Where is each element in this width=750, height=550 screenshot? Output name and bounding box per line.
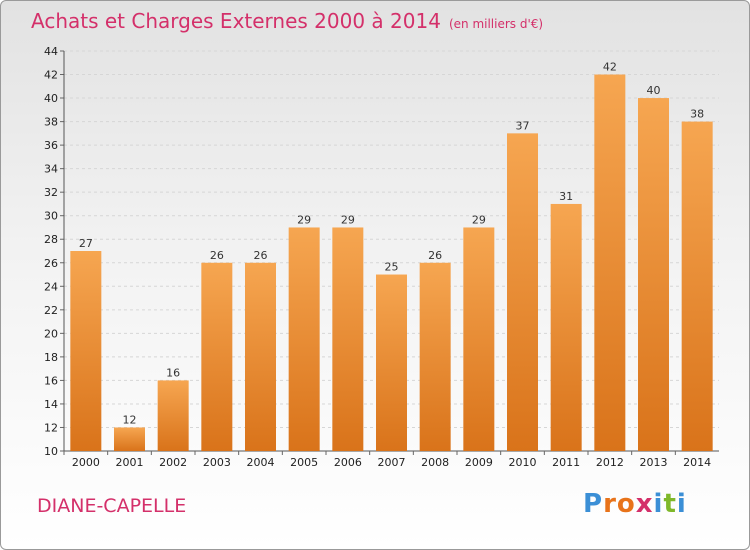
- logo-letter: i: [676, 489, 687, 519]
- x-tick-label-2002: 2002: [159, 456, 187, 469]
- logo-letter: o: [616, 489, 636, 519]
- bar-2005: [288, 227, 320, 451]
- x-tick-label-2007: 2007: [378, 456, 406, 469]
- x-tick-label-2000: 2000: [72, 456, 100, 469]
- data-label-2005: 29: [297, 213, 311, 226]
- x-tick-label-2011: 2011: [552, 456, 580, 469]
- data-labels: 27 12 16 26 26 29 29 25 26 29 37 31 42 40 38: [79, 61, 704, 427]
- bar-2002: [157, 380, 189, 451]
- logo-letter: x: [635, 489, 654, 519]
- data-label-2013: 40: [647, 84, 661, 97]
- commune-name: DIANE-CAPELLE: [37, 495, 187, 517]
- bar-2001: [114, 427, 145, 451]
- y-tick-label: 16: [44, 374, 58, 387]
- bar-2006: [332, 227, 364, 451]
- y-tick-label: 26: [44, 257, 58, 270]
- y-tick-label: 28: [44, 233, 58, 246]
- bar-2008: [419, 262, 451, 451]
- bar-2003: [201, 262, 233, 451]
- data-label-2012: 42: [603, 61, 617, 74]
- x-tick-label-2003: 2003: [203, 456, 231, 469]
- bar-2004: [245, 262, 276, 451]
- bar-2009: [463, 227, 495, 451]
- logo-letter: i: [653, 489, 664, 519]
- y-tick-label: 20: [44, 327, 58, 340]
- y-tick-label: 36: [44, 139, 58, 152]
- bar-2011: [550, 203, 582, 451]
- data-label-2010: 37: [516, 119, 530, 132]
- data-label-2006: 29: [341, 213, 355, 226]
- x-tick-label-2004: 2004: [247, 456, 275, 469]
- data-label-2008: 26: [428, 249, 442, 262]
- bar-2013: [638, 98, 669, 451]
- y-tick-label: 34: [44, 163, 58, 176]
- y-tick-label: 44: [44, 45, 58, 58]
- y-tick-label: 24: [44, 280, 58, 293]
- data-label-2002: 16: [166, 366, 180, 379]
- y-tick-label: 42: [44, 69, 58, 82]
- bar-2000: [70, 251, 102, 451]
- bar-2012: [594, 74, 626, 451]
- logo-letter: r: [603, 489, 617, 519]
- x-tick-label-2012: 2012: [596, 456, 624, 469]
- chart-unit: (en milliers d'€): [448, 17, 544, 31]
- y-tick-label: 14: [44, 398, 58, 411]
- bar-2010: [507, 133, 538, 451]
- x-tick-label-2005: 2005: [290, 456, 318, 469]
- data-label-2001: 12: [123, 413, 137, 426]
- data-label-2007: 25: [385, 261, 399, 274]
- data-label-2004: 26: [254, 249, 268, 262]
- bar-2007: [376, 274, 407, 451]
- y-tick-label: 38: [44, 116, 58, 129]
- x-tick-label-2009: 2009: [465, 456, 493, 469]
- y-tick-label: 32: [44, 186, 58, 199]
- data-label-2009: 29: [472, 213, 486, 226]
- data-label-2000: 27: [79, 237, 93, 250]
- x-tick-labels: 2000 2001 2002 2003 2004 2005 2006 2007 2008 2009…: [63, 451, 711, 469]
- y-tick-label: 22: [44, 304, 58, 317]
- y-tick-label: 18: [44, 351, 58, 364]
- x-tick-label-2006: 2006: [334, 456, 362, 469]
- data-label-2003: 26: [210, 249, 224, 262]
- logo-letter: t: [663, 489, 677, 519]
- chart-title: Achats et Charges Externes 2000 à 2014 (e…: [31, 9, 543, 33]
- data-label-2011: 31: [559, 190, 573, 203]
- y-tick-label: 10: [44, 445, 58, 458]
- data-label-2014: 38: [690, 108, 704, 121]
- logo-letter: P: [583, 489, 604, 519]
- y-tick-label: 12: [44, 421, 58, 434]
- y-tick-label: 30: [44, 210, 58, 223]
- chart-title-text: Achats et Charges Externes 2000 à 2014: [31, 9, 441, 33]
- x-tick-label-2010: 2010: [509, 456, 537, 469]
- bar-2014: [681, 121, 713, 452]
- x-tick-label-2013: 2013: [640, 456, 668, 469]
- proxiti-logo: Proxiti: [583, 489, 687, 519]
- y-tick-label: 40: [44, 92, 58, 105]
- y-tick-labels: 10 12 14 16 18 20 22 24 26 28 30 32 34 36 38 40 42 44: [44, 45, 58, 458]
- x-tick-label-2008: 2008: [421, 456, 449, 469]
- x-tick-label-2001: 2001: [116, 456, 144, 469]
- bars: [70, 74, 713, 452]
- x-tick-label-2014: 2014: [683, 456, 711, 469]
